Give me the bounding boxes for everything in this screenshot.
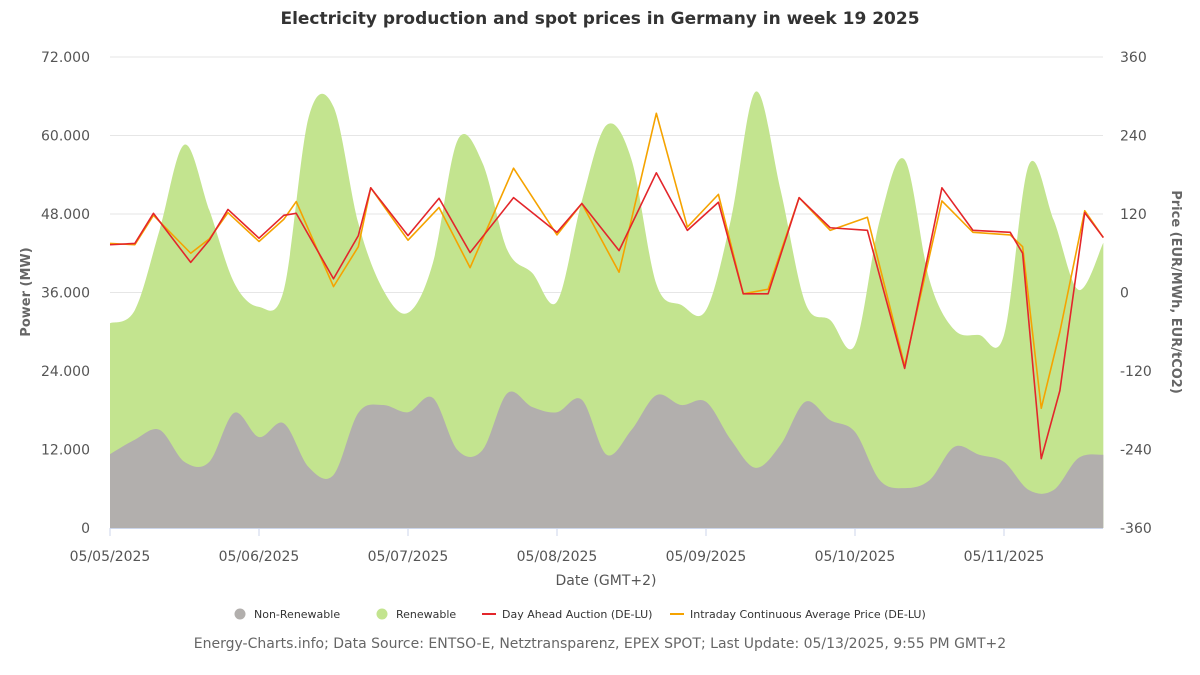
x-tick-label: 05/08/2025: [517, 549, 598, 565]
y-tick-left: 48.000: [41, 207, 90, 223]
x-tick-label: 05/09/2025: [666, 549, 747, 565]
y-tick-right: 240: [1120, 129, 1147, 145]
x-tick-label: 05/10/2025: [815, 549, 896, 565]
y-tick-right: -360: [1120, 521, 1152, 537]
y-tick-right: 0: [1120, 286, 1129, 302]
y-tick-left: 0: [81, 521, 90, 537]
legend-item: Renewable: [396, 608, 456, 621]
intraday-price-line: [109, 112, 1104, 410]
y-tick-left: 24.000: [41, 364, 90, 380]
legend-item: Non-Renewable: [254, 608, 340, 621]
legend-item: Intraday Continuous Average Price (DE-LU…: [690, 608, 926, 621]
y-tick-right: -120: [1120, 364, 1152, 380]
footer-source: Energy-Charts.info; Data Source: ENTSO-E…: [194, 636, 1006, 652]
y-tick-right: -240: [1120, 443, 1152, 459]
x-tick-label: 05/05/2025: [70, 549, 151, 565]
x-tick-label: 05/06/2025: [219, 549, 300, 565]
y-axis-left-title: Power (MW): [19, 247, 34, 336]
day-ahead-price-line: [109, 171, 1104, 460]
non-renewable-area: [110, 391, 1104, 528]
line-series: [109, 112, 1104, 460]
x-tick-label: 05/07/2025: [368, 549, 449, 565]
legend-symbol-0: [234, 608, 246, 620]
y-tick-left: 72.000: [41, 50, 90, 66]
y-tick-right: 360: [1120, 50, 1147, 66]
y-tick-right: 120: [1120, 207, 1147, 223]
y-tick-left: 36.000: [41, 286, 90, 302]
chart-title: Electricity production and spot prices i…: [280, 9, 919, 29]
x-tick-label: 05/11/2025: [964, 549, 1045, 565]
axes: 0 -360 12.000 -240 24.000 -120 36.000 0 48.000 12…: [41, 50, 1152, 565]
area-series: [110, 91, 1104, 529]
x-axis-title: Date (GMT+2): [556, 573, 657, 589]
y-axis-right-title: Price (EUR/MWh, EUR/tCO2): [1168, 190, 1183, 394]
legend: Non-Renewable Renewable Day Ahead Auction …: [234, 608, 926, 621]
y-tick-left: 12.000: [41, 443, 90, 459]
legend-item: Day Ahead Auction (DE-LU): [502, 608, 652, 621]
legend-symbol-1: [376, 608, 388, 620]
y-tick-left: 60.000: [41, 129, 90, 145]
